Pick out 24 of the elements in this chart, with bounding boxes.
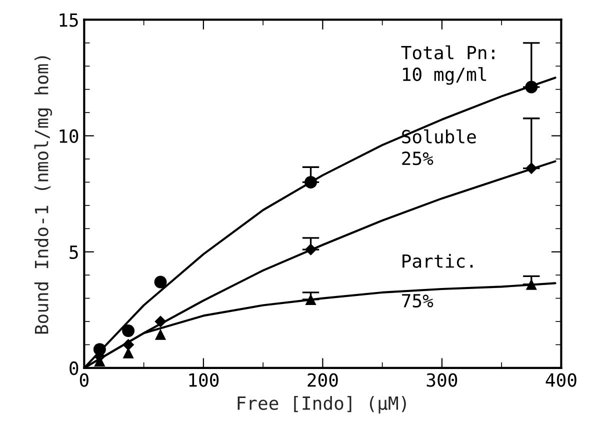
x-tick-label: 400 — [546, 373, 576, 387]
point — [122, 338, 134, 351]
text: Soluble 25% — [402, 129, 476, 166]
point — [304, 176, 318, 188]
y-tick-label: 5 — [70, 246, 78, 260]
point — [525, 80, 538, 94]
x-tick-label: 0 — [80, 373, 88, 387]
x-tick-label: 100 — [189, 373, 219, 387]
point — [525, 162, 538, 174]
y-tick-label: 0 — [70, 361, 78, 376]
y-tick-label: 15 — [60, 13, 78, 27]
x-tick-label: 300 — [426, 373, 458, 387]
point — [304, 244, 317, 256]
point — [154, 276, 167, 288]
point — [122, 324, 135, 338]
x-axis-title: Free [Indo] (μM) — [238, 396, 406, 414]
point — [154, 328, 166, 340]
point — [154, 316, 166, 328]
text: Partic. 75% — [402, 254, 473, 308]
y-axis-title: Bound Indo-1 (nmol/mg hom) — [34, 56, 52, 334]
x-tick-label: 200 — [308, 373, 338, 387]
legend-label: Total Pn: 10 mg/ml — [401, 45, 494, 85]
point — [526, 278, 537, 290]
y-tick-label: 10 — [60, 129, 78, 143]
